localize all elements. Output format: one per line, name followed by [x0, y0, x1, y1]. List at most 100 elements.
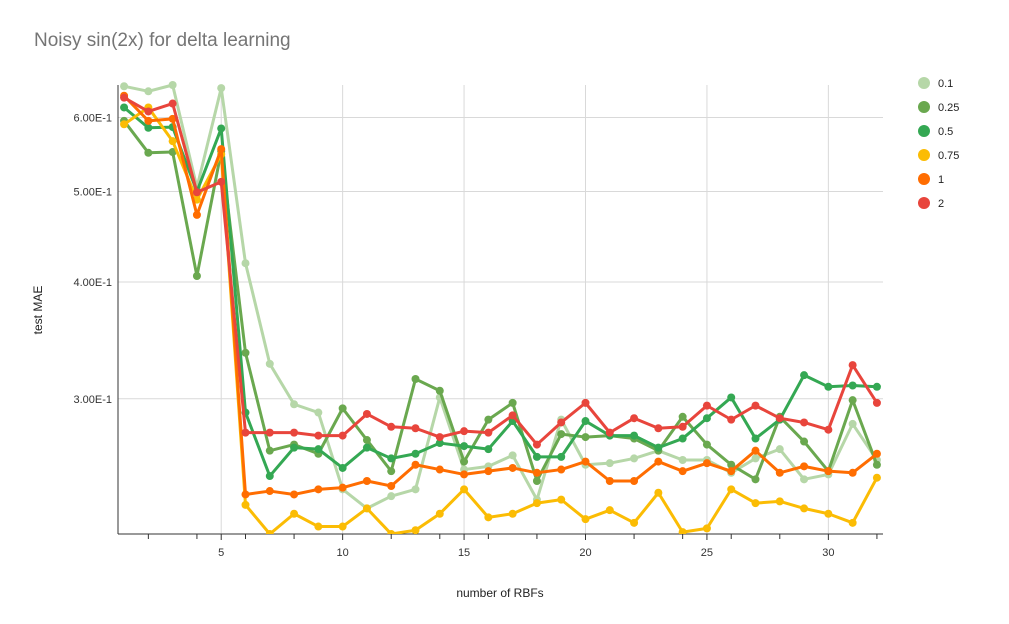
- y-tick-label: 5.00E-1: [73, 186, 112, 198]
- data-point: [800, 418, 809, 427]
- data-point: [290, 509, 299, 518]
- data-point: [387, 454, 396, 463]
- data-point: [775, 468, 784, 477]
- data-point: [848, 361, 857, 370]
- data-point: [678, 434, 687, 443]
- data-point: [775, 497, 784, 506]
- data-point: [702, 459, 711, 468]
- data-point: [702, 401, 711, 410]
- data-point: [338, 463, 347, 472]
- data-point: [751, 475, 760, 484]
- data-point: [508, 398, 517, 407]
- data-point: [411, 485, 420, 494]
- data-point: [241, 428, 250, 437]
- data-point: [338, 404, 347, 413]
- data-point: [265, 428, 274, 437]
- data-point: [581, 457, 590, 466]
- data-point: [314, 445, 323, 454]
- data-point: [581, 515, 590, 524]
- data-point: [435, 433, 444, 442]
- data-point: [120, 120, 129, 129]
- data-point: [290, 428, 299, 437]
- data-point: [144, 123, 153, 132]
- data-point: [678, 467, 687, 476]
- legend-label: 0.25: [938, 102, 959, 114]
- data-point: [508, 463, 517, 472]
- data-point: [265, 472, 274, 481]
- data-point: [800, 504, 809, 513]
- data-point: [265, 359, 274, 368]
- data-point: [484, 513, 493, 522]
- data-point: [338, 431, 347, 440]
- data-point: [654, 457, 663, 466]
- data-point: [678, 456, 687, 465]
- data-point: [654, 443, 663, 452]
- data-point: [800, 462, 809, 471]
- data-point: [872, 398, 881, 407]
- series-line: [123, 106, 878, 478]
- data-point: [872, 382, 881, 391]
- data-point: [557, 452, 566, 461]
- data-point: [508, 411, 517, 420]
- data-point: [824, 382, 833, 391]
- legend: 0.1 0.25 0.5 0.75 1 2: [918, 77, 959, 210]
- data-point: [168, 81, 177, 89]
- data-point: [387, 492, 396, 501]
- data-point: [508, 509, 517, 518]
- series-line: [122, 94, 878, 496]
- x-tick-label: 30: [822, 547, 834, 559]
- data-point: [168, 137, 177, 146]
- series-group: [120, 81, 881, 534]
- legend-marker: [918, 77, 930, 89]
- data-point: [290, 443, 299, 452]
- data-point: [605, 428, 614, 437]
- legend-label: 2: [938, 198, 944, 210]
- legend-item: 0.25: [918, 101, 959, 114]
- data-point: [411, 460, 420, 469]
- data-point: [144, 116, 153, 125]
- data-point: [800, 437, 809, 446]
- data-point: [387, 422, 396, 431]
- data-point: [484, 467, 493, 476]
- data-point: [362, 409, 371, 418]
- legend-item: 0.1: [918, 77, 953, 90]
- data-point: [144, 87, 153, 96]
- data-point: [484, 428, 493, 437]
- data-point: [460, 457, 469, 466]
- data-point: [168, 148, 177, 157]
- data-point: [532, 499, 541, 508]
- data-point: [241, 490, 250, 499]
- legend-item: 1: [918, 173, 944, 186]
- data-point: [435, 439, 444, 448]
- grid: [118, 85, 883, 534]
- data-point: [800, 371, 809, 380]
- data-point: [120, 103, 129, 112]
- data-point: [532, 440, 541, 449]
- data-point: [265, 530, 274, 534]
- data-point: [314, 431, 323, 440]
- data-point: [217, 145, 226, 154]
- data-point: [362, 476, 371, 485]
- data-point: [435, 509, 444, 518]
- x-tick-label: 10: [337, 547, 349, 559]
- legend-item: 0.5: [918, 125, 953, 138]
- series-line: [123, 83, 879, 510]
- series-line: [123, 96, 879, 447]
- data-point: [241, 259, 250, 268]
- data-point: [484, 445, 493, 454]
- data-point: [314, 522, 323, 531]
- data-point: [872, 449, 881, 458]
- x-axis-label: number of RBFs: [456, 586, 544, 600]
- data-point: [411, 424, 420, 433]
- data-point: [460, 427, 469, 436]
- data-point: [581, 433, 590, 442]
- data-point: [120, 93, 129, 102]
- series-1: [120, 91, 881, 499]
- data-point: [848, 419, 857, 428]
- data-point: [727, 485, 736, 494]
- legend-label: 0.1: [938, 78, 953, 90]
- chart-title: Noisy sin(2x) for delta learning: [34, 30, 291, 51]
- data-point: [290, 490, 299, 499]
